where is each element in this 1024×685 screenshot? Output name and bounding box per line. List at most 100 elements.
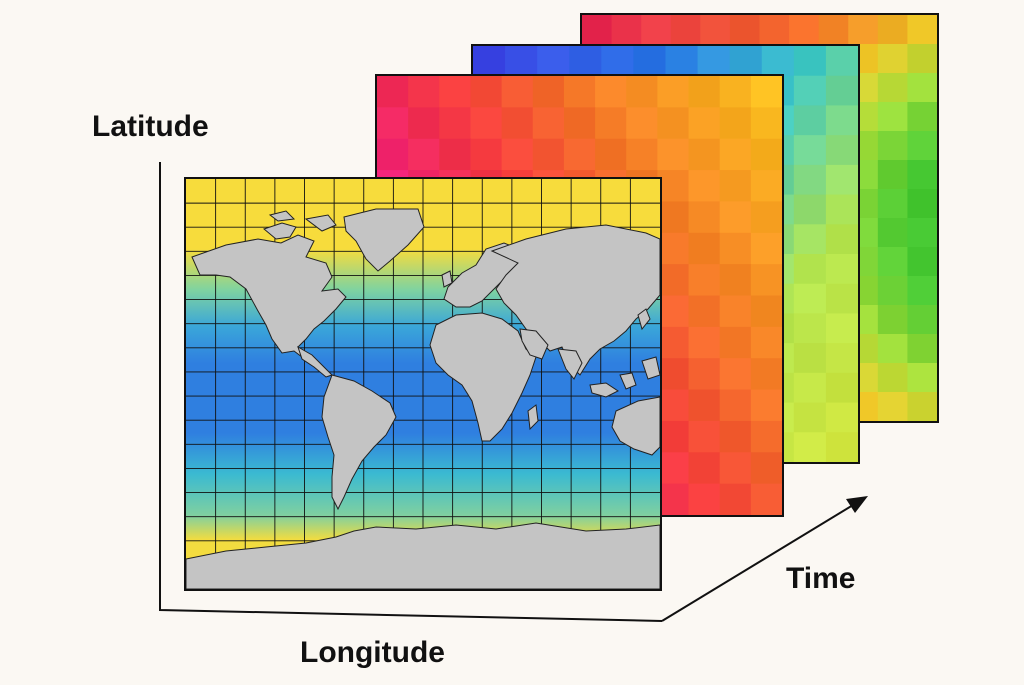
- heatmap-cell: [719, 170, 752, 203]
- heatmap-cell: [595, 107, 627, 140]
- heatmap-cell: [750, 326, 782, 359]
- heatmap-cell: [719, 420, 752, 453]
- heatmap-cell: [825, 432, 858, 462]
- heatmap-cell: [750, 295, 782, 328]
- heatmap-cell: [729, 46, 763, 77]
- heatmap-cell: [750, 420, 782, 453]
- heatmap-cell: [688, 107, 721, 140]
- heatmap-cell: [408, 76, 440, 108]
- heatmap-cell: [657, 452, 690, 485]
- heatmap-cell: [793, 135, 827, 166]
- heatmap-cell: [907, 44, 937, 74]
- heatmap-cell: [825, 343, 858, 374]
- heatmap-cell: [595, 138, 627, 171]
- uk: [441, 270, 453, 288]
- latitude-label: Latitude: [92, 110, 209, 143]
- heatmap-cell: [759, 15, 790, 45]
- heatmap-cell: [532, 138, 565, 171]
- south-america: [321, 374, 397, 511]
- heatmap-cell: [563, 107, 596, 140]
- heatmap-cell: [907, 363, 937, 393]
- heatmap-cell: [825, 135, 858, 166]
- heatmap-cell: [470, 138, 503, 171]
- heatmap-cell: [501, 76, 534, 108]
- heatmap-cell: [611, 15, 642, 45]
- heatmap-cell: [688, 483, 721, 515]
- heatmap-cell: [657, 483, 690, 515]
- heatmap-cell: [719, 138, 752, 171]
- heatmap-cell: [750, 483, 782, 515]
- heatmap-cell: [633, 46, 667, 77]
- heatmap-cell: [877, 15, 909, 45]
- heatmap-cell: [793, 343, 827, 374]
- heatmap-cell: [750, 452, 782, 485]
- heatmap-cell: [582, 15, 613, 45]
- heatmap-cell: [670, 15, 701, 45]
- heatmap-cell: [657, 326, 690, 359]
- heatmap-cell: [719, 201, 752, 234]
- world-map-layer: [184, 177, 662, 591]
- heatmap-cell: [877, 189, 909, 219]
- heatmap-cell: [408, 138, 440, 171]
- heatmap-cell: [688, 76, 721, 108]
- heatmap-cell: [688, 358, 721, 391]
- heatmap-cell: [825, 402, 858, 433]
- heatmap-cell: [657, 201, 690, 234]
- heatmap-cell: [688, 170, 721, 203]
- heatmap-cell: [877, 392, 909, 421]
- heatmap-cell: [907, 276, 937, 306]
- heatmap-cell: [657, 107, 690, 140]
- heatmap-cell: [877, 305, 909, 335]
- heatmap-cell: [907, 334, 937, 364]
- australia: [611, 396, 660, 456]
- heatmap-cell: [641, 15, 672, 45]
- heatmap-cell: [793, 75, 827, 107]
- heatmap-cell: [697, 46, 731, 77]
- heatmap-cell: [688, 295, 721, 328]
- heatmap-cell: [657, 170, 690, 203]
- heatmap-cell: [719, 326, 752, 359]
- heatmap-cell: [793, 313, 827, 344]
- heatmap-cell: [719, 232, 752, 265]
- heatmap-cell: [877, 218, 909, 248]
- heatmap-cell: [501, 138, 534, 171]
- heatmap-cell: [729, 15, 761, 45]
- heatmap-cell: [688, 232, 721, 265]
- heatmap-cell: [750, 201, 782, 234]
- heatmap-cell: [601, 46, 635, 77]
- heatmap-cell: [907, 247, 937, 277]
- heatmap-cell: [657, 232, 690, 265]
- heatmap-cell: [595, 76, 627, 108]
- heatmap-cell: [877, 276, 909, 306]
- heatmap-cell: [657, 264, 690, 297]
- heatmap-cell: [377, 107, 409, 140]
- madagascar: [527, 404, 539, 431]
- heatmap-cell: [825, 313, 858, 344]
- heatmap-cell: [877, 44, 909, 74]
- japan: [637, 308, 651, 331]
- heatmap-cell: [439, 107, 472, 140]
- heatmap-cell: [501, 107, 534, 140]
- heatmap-cell: [750, 107, 782, 140]
- heatmap-cell: [877, 363, 909, 393]
- heatmap-cell: [907, 189, 937, 219]
- heatmap-cell: [408, 107, 440, 140]
- heatmap-cell: [688, 420, 721, 453]
- heatmap-cell: [907, 131, 937, 161]
- central-america: [297, 345, 333, 378]
- southeast-asia-islands: [589, 356, 660, 398]
- heatmap-cell: [825, 46, 858, 77]
- heatmap-cell: [907, 392, 937, 421]
- heatmap-cell: [719, 295, 752, 328]
- time-arrow-head: [846, 496, 868, 513]
- heatmap-cell: [719, 483, 752, 515]
- greenland: [343, 208, 425, 272]
- heatmap-cell: [657, 295, 690, 328]
- heatmap-cell: [700, 15, 731, 45]
- arabia: [519, 328, 549, 360]
- heatmap-cell: [377, 138, 409, 171]
- heatmap-cell: [793, 105, 827, 136]
- heatmap-cell: [793, 194, 827, 225]
- time-label: Time: [786, 562, 856, 595]
